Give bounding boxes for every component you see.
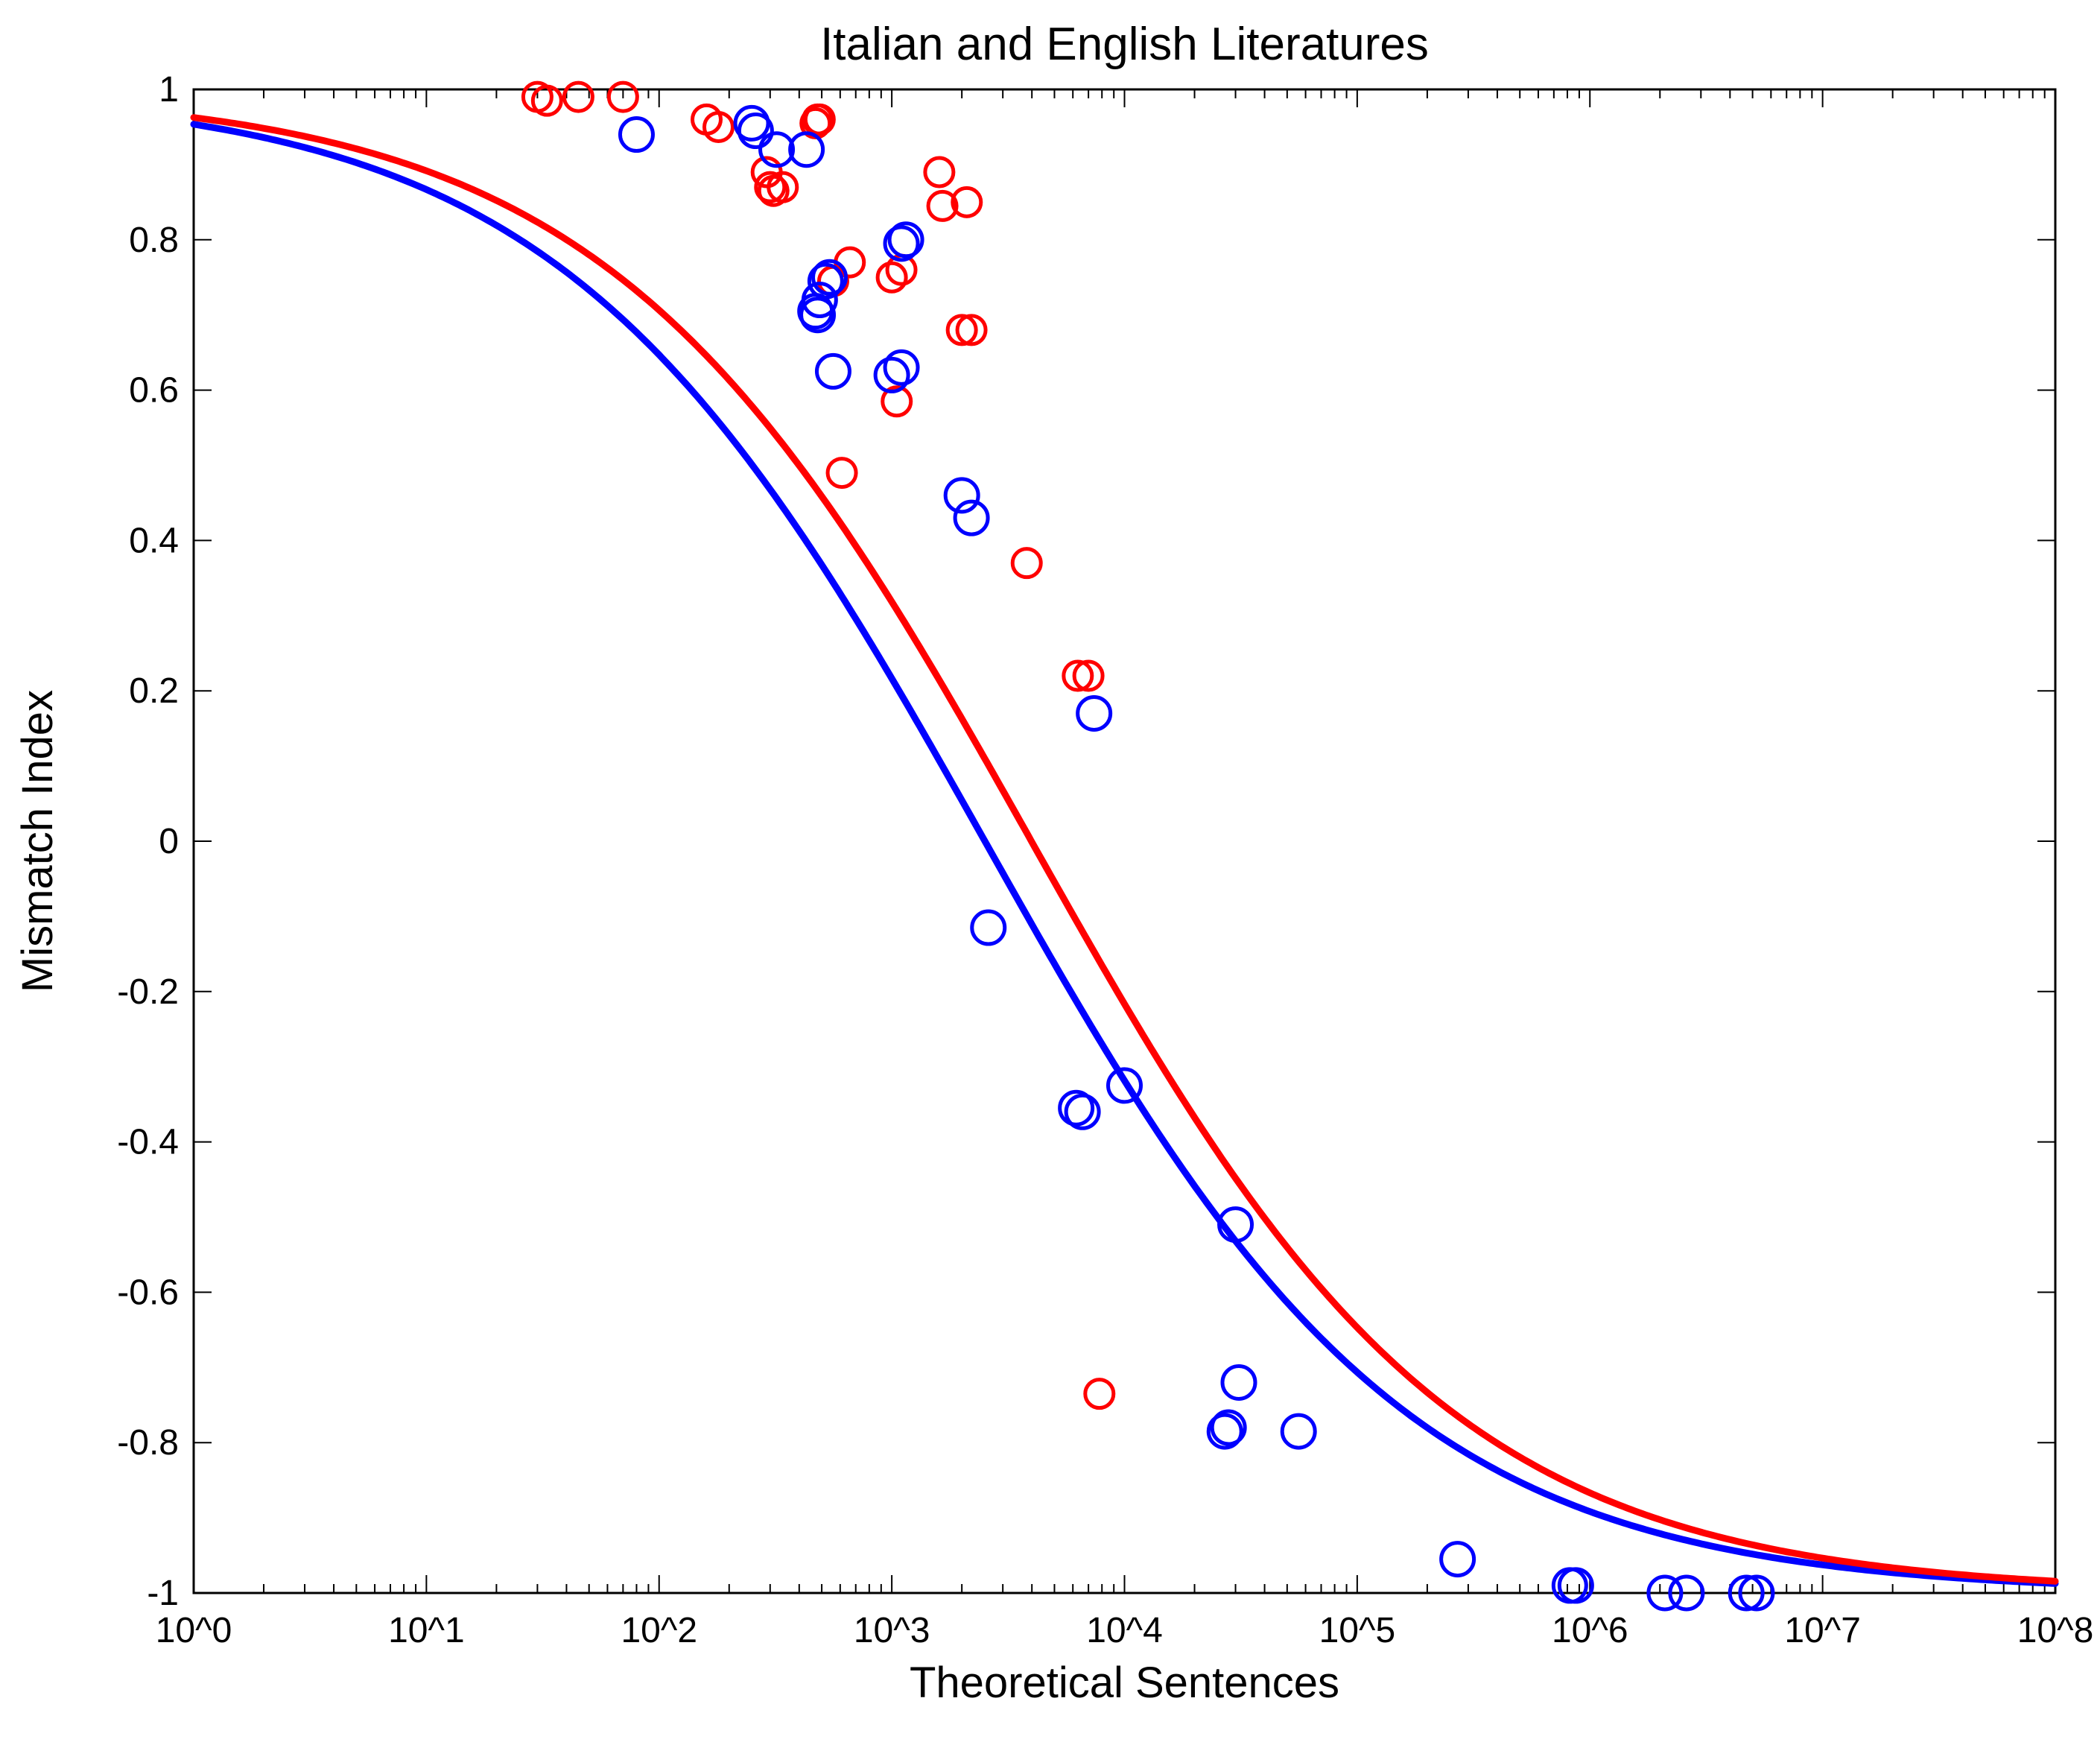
mismatch-chart: 10^0 10^1 10^2 10^3 10^4 10^5 10^6 10^7 10^8 -1 -0… <box>0 0 2100 1742</box>
plot-box <box>194 89 2055 1593</box>
red-marker <box>533 86 561 115</box>
y-tick-label: -1 <box>147 1574 179 1613</box>
blue-marker <box>1441 1543 1474 1576</box>
chart-container: 10^0 10^1 10^2 10^3 10^4 10^5 10^6 10^7 10^8 -1 -0… <box>0 0 2100 1742</box>
y-tick-label: 0.4 <box>129 521 179 560</box>
blue-marker <box>1282 1415 1315 1448</box>
y-tick-label: 0.6 <box>129 371 179 411</box>
x-tick-label: 10^8 <box>2017 1611 2094 1650</box>
blue-marker <box>972 911 1005 944</box>
blue-marker <box>816 355 849 387</box>
y-tick-label: -0.6 <box>117 1273 179 1312</box>
y-tick-label: 0 <box>159 822 179 861</box>
blue-marker <box>790 133 823 166</box>
red-marker <box>828 459 856 487</box>
x-axis-label: Theoretical Sentences <box>910 1659 1339 1707</box>
red-marker <box>878 263 906 291</box>
blue-marker <box>1222 1366 1255 1399</box>
red-fit-line <box>194 118 2055 1582</box>
x-tick-label: 10^4 <box>1086 1611 1163 1650</box>
x-tick-label: 10^5 <box>1319 1611 1396 1650</box>
x-tick-label: 10^6 <box>1552 1611 1628 1650</box>
x-tick-label: 10^1 <box>388 1611 465 1650</box>
y-tick-label: -0.2 <box>117 972 179 1012</box>
x-tick-label: 10^0 <box>156 1611 232 1650</box>
red-marker <box>1085 1380 1114 1408</box>
x-tick-label: 10^3 <box>854 1611 930 1650</box>
chart-title: Italian and English Literatures <box>820 19 1429 70</box>
blue-marker <box>620 118 653 151</box>
blue-fit-line <box>194 124 2055 1584</box>
red-marker <box>925 158 954 186</box>
y-tick-label: 0.8 <box>129 221 179 260</box>
blue-marker <box>885 351 918 384</box>
y-tick-label: -0.4 <box>117 1123 179 1162</box>
y-axis-label: Mismatch Index <box>13 690 62 992</box>
y-tick-label: 0.2 <box>129 671 179 711</box>
x-tick-label: 10^2 <box>621 1611 697 1650</box>
red-marker <box>1012 549 1041 577</box>
x-tick-label: 10^7 <box>1784 1611 1861 1650</box>
y-tick-label: 1 <box>159 70 179 110</box>
y-tick-label: -0.8 <box>117 1423 179 1463</box>
blue-marker <box>1078 697 1111 729</box>
